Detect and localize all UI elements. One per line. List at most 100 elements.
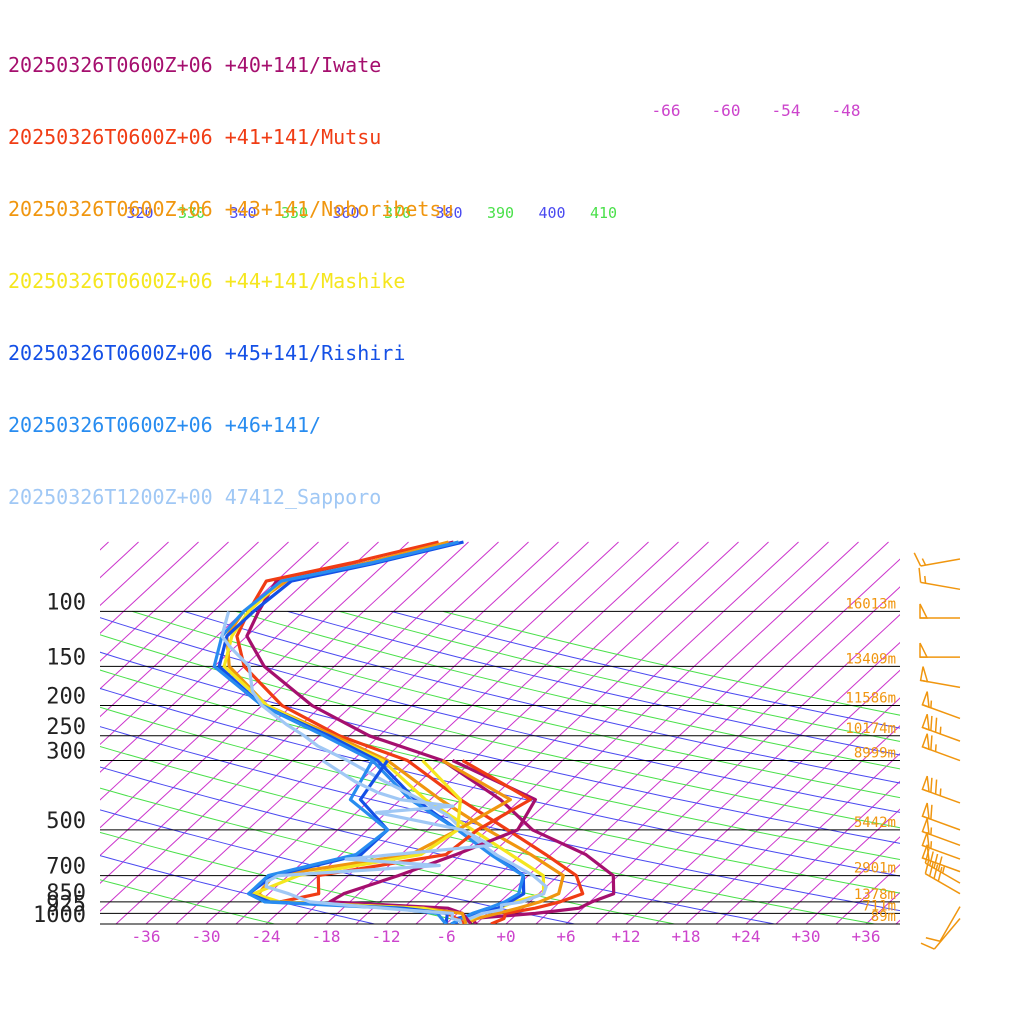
wind-barb [921,733,961,762]
wind-barb [921,691,961,720]
isotherm-line [505,558,900,924]
dry-adiabat-line [391,610,900,729]
wind-barb-half [930,841,933,849]
theta-label: 350 [281,204,308,222]
upper-isotherm-label: -54 [772,101,801,120]
dewpoint-profiles [247,759,538,924]
temperature-line [217,540,526,924]
wind-barb [918,567,961,591]
isotherm-line [100,541,289,718]
isotherm-line [100,541,439,857]
isotherm-line [235,541,649,924]
isotherm-line [805,836,900,924]
temperature-tick-label: +18 [672,927,701,946]
wind-barb [921,775,961,804]
temperature-tick-label: -36 [132,927,161,946]
dewpoint-line [328,759,538,924]
wind-barb [919,603,960,619]
theta-label: 380 [435,204,462,222]
isotherm-line [895,919,900,924]
height-label: 1378m [854,887,896,903]
wind-barb-staff [920,581,961,591]
isotherm-line [986,542,1024,924]
temperature-tick-label: +6 [556,927,575,946]
wind-barb-flag [913,552,922,567]
isotherm-line [595,641,900,924]
temperature-tick-label: -30 [192,927,221,946]
height-label: 89m [871,909,896,925]
wind-barb [920,917,961,950]
isotherm-line [565,614,900,924]
wind-barb-flag [918,567,922,583]
pressure-tick-label: 200 [46,684,86,709]
legend-entry-mashike: 20250326T0600Z+06 +44+141/Mashike [8,269,406,293]
pressure-tick-label: 150 [46,645,86,670]
temperature-tick-label: +30 [792,927,821,946]
wind-barb-flag [934,779,938,795]
wind-barb-pennant [921,733,930,751]
isotherm-line [100,541,379,801]
wind-barb-flag [930,777,933,793]
wind-barb-pennant [921,714,930,731]
theta-label: 360 [332,204,359,222]
height-label: 16013m [845,596,896,612]
pressure-tick-label: 500 [46,809,86,834]
isotherm-line [475,541,889,924]
upper-isotherm-label: -66 [652,101,681,120]
isotherm-line [175,541,589,924]
isotherm-line [205,541,619,924]
isotherm-line [715,752,900,924]
wind-barb-flag [925,937,941,943]
height-label: 11586m [845,690,896,706]
wind-barb-staff [920,558,961,567]
theta-label: 410 [590,204,617,222]
wind-barb-flag [937,866,943,882]
height-label: 5442m [854,815,896,831]
wind-barb-staff [924,873,961,895]
wind-barb [921,832,961,860]
wind-barb-flag [924,859,930,874]
isotherm-line [685,725,900,924]
pressure-tick-label: 250 [46,715,86,740]
wind-barbs [913,552,961,950]
isotherm-line [535,586,900,924]
dry-adiabat-line [235,610,900,770]
wind-barb-flag [928,861,934,877]
wind-barb-flag [920,942,935,950]
wind-barb [924,859,961,895]
isotherm-line [100,541,499,912]
theta-label: 320 [126,204,153,222]
isotherm-line [100,541,199,634]
temperature-tick-label: -12 [372,927,401,946]
isotherm-line [0,542,49,924]
wind-barb-half [930,700,933,708]
isotherm-line [775,808,900,924]
pressure-tick-label: 700 [46,855,86,880]
theta-label: 340 [229,204,256,222]
wind-barb [913,552,961,567]
legend-entry-noboribetsu: 20250326T0600Z+06 +43+141/Noboribetsu [8,197,454,221]
upper-isotherm-label: -48 [832,101,861,120]
isotherm-line [445,541,859,924]
wind-barb [921,844,961,873]
wind-barb-pennant [921,802,930,820]
isotherm-line [145,541,559,924]
isotherm-line [0,542,19,924]
pressure-tick-label: 100 [46,590,86,615]
dry-adiabat-line [100,766,775,924]
height-label: 2901m [854,861,896,877]
wind-barb-flag [930,804,933,820]
wind-barb [921,714,961,742]
wind-barb-half [934,744,937,752]
temperature-line [245,540,616,924]
isotherm-line [100,541,259,690]
theta-label: 330 [178,204,205,222]
temperature-tick-label: +0 [496,927,515,946]
legend: 20250326T0600Z+06 +40+141/Iwate 20250326… [8,5,454,533]
wind-barb-half [939,788,942,796]
wind-barb-pennant [921,775,930,793]
upper-isotherm-label: -60 [712,101,741,120]
wind-barb-half [941,865,946,874]
